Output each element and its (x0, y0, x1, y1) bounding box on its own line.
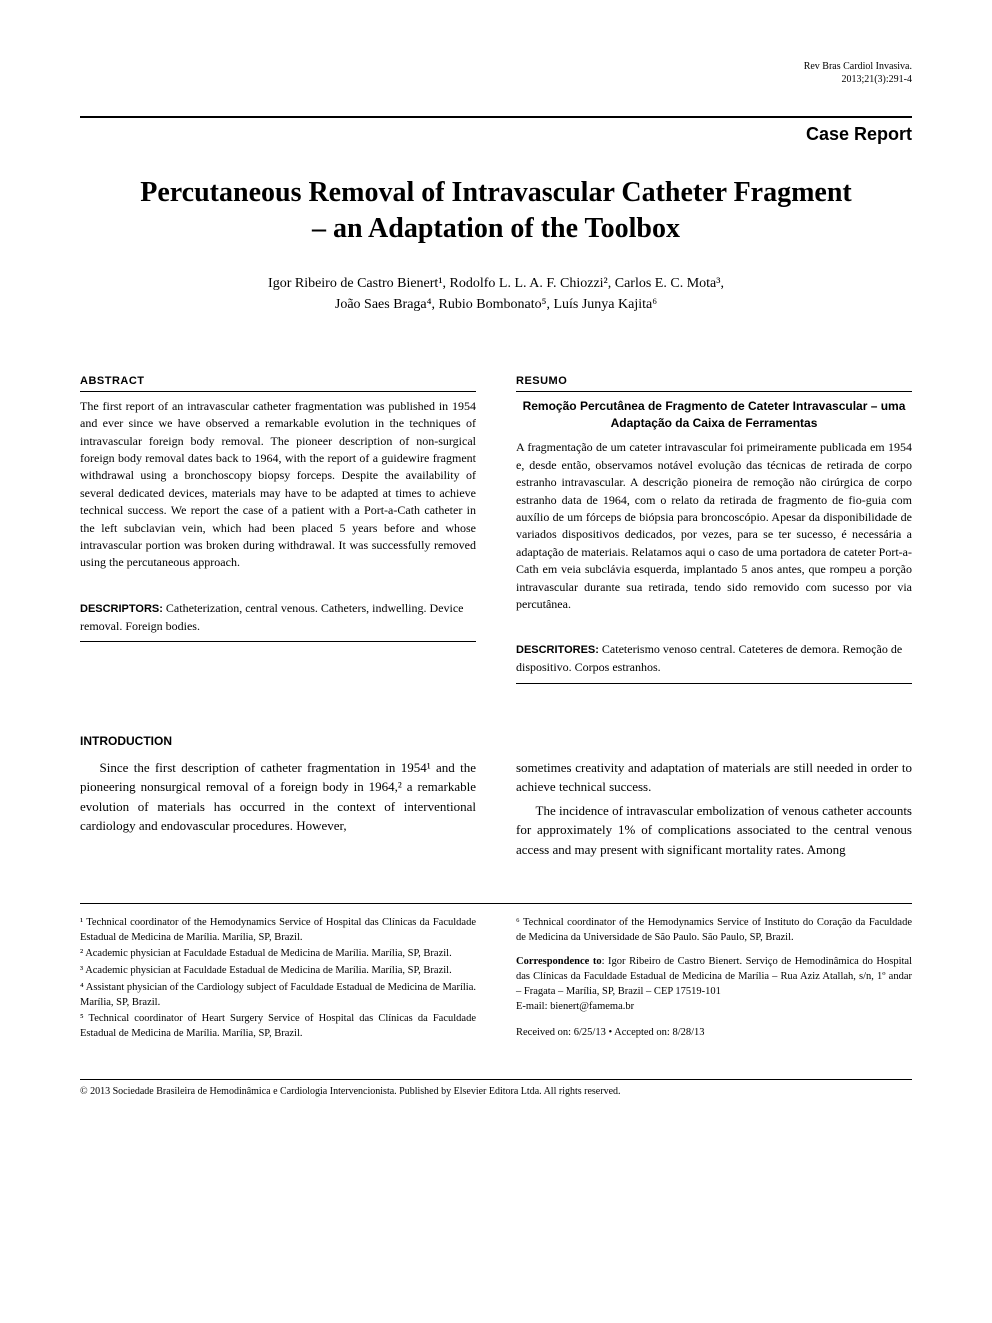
intro-row: INTRODUCTION Since the first description… (80, 684, 912, 864)
affil-3: ³ Academic physician at Faculdade Estadu… (80, 964, 476, 979)
journal-ref-line2: 2013;21(3):291-4 (80, 73, 912, 86)
resumo-col: RESUMO Remoção Percutânea de Fragmento d… (516, 375, 912, 684)
affil-4: ⁴ Assistant physician of the Cardiology … (80, 981, 476, 1010)
resumo-title: Remoção Percutânea de Fragmento de Catet… (516, 398, 912, 432)
affiliations-row: ¹ Technical coordinator of the Hemodynam… (80, 916, 912, 1044)
intro-col-left: INTRODUCTION Since the first description… (80, 684, 476, 864)
abstracts-row: ABSTRACT The first report of an intravas… (80, 375, 912, 684)
copyright: © 2013 Sociedade Brasileira de Hemodinâm… (80, 1086, 912, 1097)
introduction-heading: INTRODUCTION (80, 734, 476, 748)
intro-right-spacer (516, 684, 912, 758)
section-type: Case Report (806, 124, 912, 144)
descritores-label: DESCRITORES: (516, 644, 599, 656)
affil-2: ² Academic physician at Faculdade Estadu… (80, 947, 476, 962)
dates: Received on: 6/25/13 • Accepted on: 8/28… (516, 1026, 912, 1041)
article-title: Percutaneous Removal of Intravascular Ca… (140, 175, 852, 248)
abstract-descriptors: DESCRIPTORS: Catheterization, central ve… (80, 600, 476, 642)
intro-col-right: sometimes creativity and adaptation of m… (516, 684, 912, 864)
journal-ref-line1: Rev Bras Cardiol Invasiva. (80, 60, 912, 73)
resumo-descritores: DESCRITORES: Cateterismo venoso central.… (516, 641, 912, 683)
descriptors-label: DESCRIPTORS: (80, 603, 163, 615)
abstract-body: The first report of an intravascular cat… (80, 398, 476, 572)
authors-line-2: João Saes Braga⁴, Rubio Bombonato⁵, Luís… (80, 294, 912, 315)
copyright-rule: © 2013 Sociedade Brasileira de Hemodinâm… (80, 1079, 912, 1097)
affil-col-left: ¹ Technical coordinator of the Hemodynam… (80, 916, 476, 1044)
affil-5: ⁵ Technical coordinator of Heart Surgery… (80, 1012, 476, 1041)
resumo-body: A fragmentação de um cateter intravascul… (516, 439, 912, 613)
authors-block: Igor Ribeiro de Castro Bienert¹, Rodolfo… (80, 273, 912, 315)
correspondence-block: Correspondence to: Igor Ribeiro de Castr… (516, 955, 912, 1014)
intro-para-2-cont: sometimes creativity and adaptation of m… (516, 758, 912, 797)
correspondence-email: E-mail: bienert@famema.br (516, 1000, 912, 1015)
journal-reference: Rev Bras Cardiol Invasiva. 2013;21(3):29… (80, 60, 912, 86)
intro-para-3: The incidence of intravascular embolizat… (516, 801, 912, 860)
affil-col-right: ⁶ Technical coordinator of the Hemodynam… (516, 916, 912, 1044)
abstract-col: ABSTRACT The first report of an intravas… (80, 375, 476, 684)
authors-line-1: Igor Ribeiro de Castro Bienert¹, Rodolfo… (80, 273, 912, 294)
resumo-heading: RESUMO (516, 375, 912, 387)
intro-left-text: Since the first description of catheter … (80, 758, 476, 836)
intro-para-1: Since the first description of catheter … (80, 758, 476, 836)
section-type-bar: Case Report (80, 116, 912, 145)
affil-1: ¹ Technical coordinator of the Hemodynam… (80, 916, 476, 945)
resumo-body-text: A fragmentação de um cateter intravascul… (516, 440, 912, 611)
abstract-rule: The first report of an intravascular cat… (80, 391, 476, 572)
resumo-rule: Remoção Percutânea de Fragmento de Catet… (516, 391, 912, 614)
affil-6: ⁶ Technical coordinator of the Hemodynam… (516, 916, 912, 945)
intro-right-text: sometimes creativity and adaptation of m… (516, 758, 912, 860)
correspondence-label: Correspondence to (516, 956, 602, 967)
abstract-heading: ABSTRACT (80, 375, 476, 387)
affiliations-rule (80, 903, 912, 904)
